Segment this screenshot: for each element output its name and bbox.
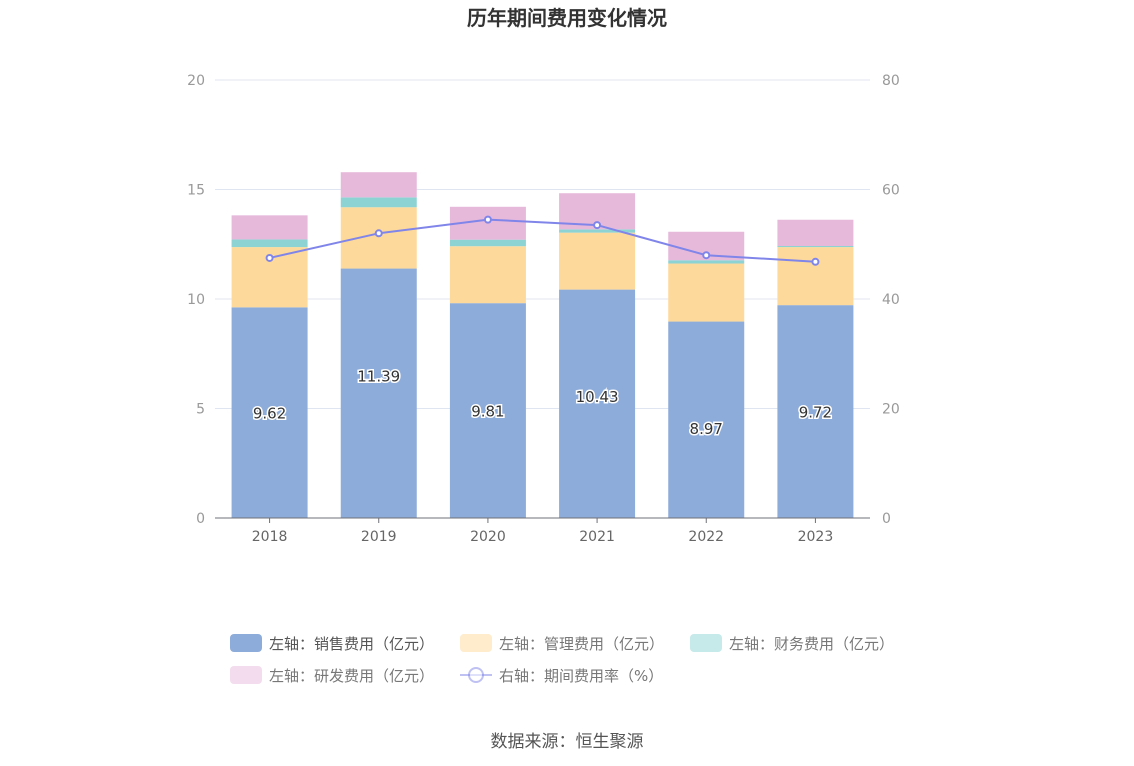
bar-value-label: 11.39 (357, 367, 400, 385)
y-right-tick-label: 0 (882, 511, 891, 527)
bar-value-label: 9.81 (471, 403, 504, 421)
legend-swatch (230, 634, 262, 652)
legend-label: 右轴：期间费用率（%） (499, 667, 663, 685)
bar-segment-4 (340, 172, 417, 198)
legend-swatch-marker (468, 667, 484, 683)
bar-value-label: 9.72 (799, 404, 832, 422)
x-tick-label: 2021 (579, 529, 615, 545)
bar-segment-3 (777, 246, 854, 248)
legend-label: 左轴：管理费用（亿元） (499, 635, 664, 653)
rate-point (374, 229, 383, 238)
y-left-tick-label: 0 (196, 511, 205, 527)
bar-segment-4 (777, 219, 854, 247)
bar-segment-2 (340, 207, 417, 269)
legend-swatch (230, 666, 262, 684)
x-axis: 2018 2019 2020 2021 2022 2023 (215, 517, 870, 545)
y-left-tick-label: 5 (196, 402, 205, 418)
bar-segment-3 (340, 197, 417, 208)
rate-point (702, 251, 711, 260)
grid (215, 79, 870, 409)
rate-point (265, 253, 274, 262)
x-tick-label: 2022 (688, 529, 724, 545)
legend-item-4[interactable]: 左轴：研发费用（亿元） (230, 666, 434, 685)
legend-swatch (460, 634, 492, 652)
y-right-tick-label: 80 (882, 73, 900, 89)
legend-label: 左轴：研发费用（亿元） (269, 667, 434, 685)
legend-item-2[interactable]: 左轴：管理费用（亿元） (460, 634, 664, 653)
y-left-tick-label: 10 (187, 292, 205, 308)
bar-segment-1 (559, 289, 636, 518)
legend-item-5[interactable]: 右轴：期间费用率（%） (460, 667, 663, 685)
bar-labels: 9.62 11.39 9.81 10.43 8.97 9.72 (251, 366, 833, 439)
x-tick-label: 2023 (798, 529, 834, 545)
rate-point (811, 257, 820, 266)
y-right-axis: 0 20 40 60 80 (882, 73, 900, 527)
legend-label: 左轴：销售费用（亿元） (269, 635, 434, 653)
line-series (265, 215, 820, 266)
bar-segment-4 (231, 215, 308, 240)
x-tick-label: 2020 (470, 529, 506, 545)
rate-point (483, 215, 492, 224)
bar-segment-3 (668, 260, 745, 264)
y-left-tick-label: 15 (187, 183, 205, 199)
y-right-tick-label: 60 (882, 183, 900, 199)
y-right-tick-label: 20 (882, 402, 900, 418)
bar-segment-1 (668, 321, 745, 518)
bar-value-label: 10.43 (576, 388, 619, 406)
legend-item-1[interactable]: 左轴：销售费用（亿元） (230, 634, 434, 653)
bar-segment-1 (777, 305, 854, 518)
bar-value-label: 8.97 (690, 420, 723, 438)
legend-item-3[interactable]: 左轴：财务费用（亿元） (690, 634, 894, 653)
bar-segment-2 (449, 246, 526, 304)
y-right-tick-label: 40 (882, 292, 900, 308)
bar-segment-3 (231, 239, 308, 248)
bar-segment-2 (777, 247, 854, 306)
bar-segment-1 (449, 303, 526, 518)
bar-segment-2 (559, 232, 636, 290)
bar-segment-2 (668, 263, 745, 322)
bar-segment-3 (559, 229, 636, 233)
chart-title: 历年期间费用变化情况 (467, 6, 667, 30)
bar-segment-3 (449, 239, 526, 247)
legend[interactable]: 左轴：销售费用（亿元） 左轴：管理费用（亿元） 左轴：财务费用（亿元） 左轴：研发费用… (230, 634, 894, 685)
rate-line (269, 218, 816, 263)
x-tick-label: 2018 (252, 529, 288, 545)
source-note: 数据来源：恒生聚源 (491, 732, 644, 752)
bar-segment-1 (231, 307, 308, 518)
y-left-axis: 0 5 10 15 20 (187, 73, 205, 527)
rate-point (593, 221, 602, 230)
bar-value-label: 9.62 (253, 405, 286, 423)
y-left-tick-label: 20 (187, 73, 205, 89)
x-tick-label: 2019 (361, 529, 397, 545)
legend-label: 左轴：财务费用（亿元） (729, 635, 894, 653)
legend-swatch (690, 634, 722, 652)
bars (231, 172, 854, 518)
bar-segment-1 (340, 268, 417, 518)
